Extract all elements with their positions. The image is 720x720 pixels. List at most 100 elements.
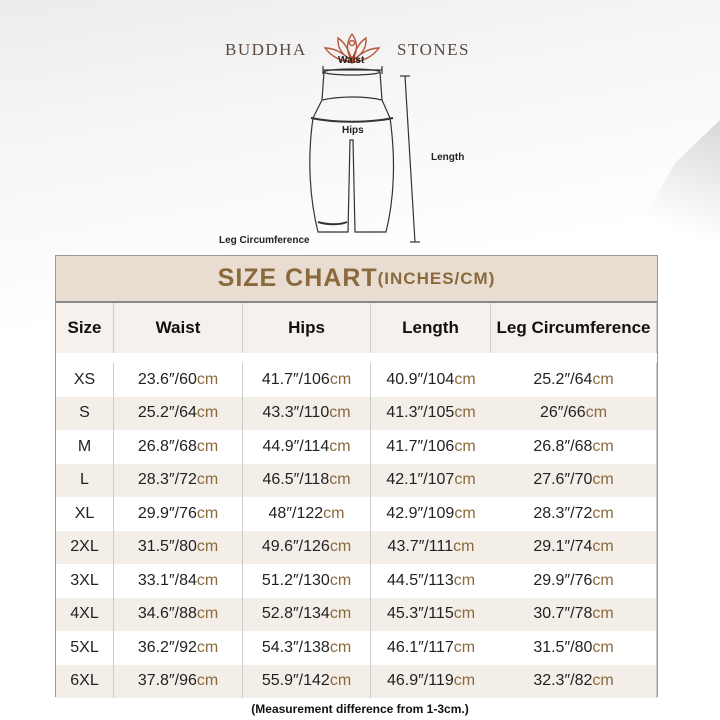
cell-value: 43.3″/110: [262, 404, 330, 422]
table-title: SIZE CHART (INCHES/CM): [56, 256, 657, 303]
cell-unit: cm: [329, 605, 352, 623]
table-cell: 48″/122 cm: [243, 497, 371, 531]
table-cell: 45.3″/115 cm: [371, 597, 491, 631]
table-cell: 32.3″/82 cm: [491, 664, 657, 698]
table-cell: 44.9″/114 cm: [243, 430, 371, 464]
cell-unit: cm: [592, 538, 614, 556]
cell-value: 52.8″/134: [261, 605, 330, 623]
table-cell: 54.3″/138 cm: [243, 631, 371, 665]
cell-value: 42.9″/109: [386, 504, 455, 522]
table-cell: 25.2″/64 cm: [491, 363, 657, 397]
cell-unit: cm: [592, 370, 614, 388]
cell-unit: cm: [592, 605, 614, 623]
cell-value: M: [77, 437, 92, 455]
cell-value: 32.3″/82: [533, 672, 593, 690]
column-header: Hips: [243, 303, 371, 353]
cell-value: 42.1″/107: [386, 471, 455, 489]
cell-value: 54.3″/138: [261, 638, 330, 656]
cell-value: 27.6″/70: [533, 471, 593, 489]
cell-value: 51.2″/130: [261, 571, 330, 589]
cell-unit: cm: [196, 538, 219, 556]
size-cell: XL: [56, 497, 114, 531]
cell-value: 44.9″/114: [262, 437, 330, 455]
table-cell: 46.5″/118 cm: [243, 463, 371, 497]
cell-value: 29.1″/74: [533, 538, 593, 556]
table-cell: 52.8″/134 cm: [243, 597, 371, 631]
table-cell: 55.9″/142 cm: [243, 664, 371, 698]
cell-unit: cm: [329, 638, 352, 656]
column-header: Size: [56, 303, 114, 353]
cell-unit: cm: [196, 605, 219, 623]
table-cell: 33.1″/84 cm: [114, 564, 243, 598]
size-cell: M: [56, 430, 114, 464]
size-cell: S: [56, 396, 114, 430]
table-cell: 31.5″/80 cm: [114, 530, 243, 564]
cell-unit: cm: [196, 437, 219, 455]
column-header: Length: [371, 303, 491, 353]
cell-unit: cm: [454, 404, 476, 422]
cell-value: 4XL: [70, 605, 99, 623]
cell-value: 55.9″/142: [261, 672, 330, 690]
cell-value: 45.3″/115: [386, 605, 454, 623]
cell-value: L: [80, 471, 89, 489]
cell-value: 28.3″/72: [533, 504, 593, 522]
cell-value: 30.7″/78: [533, 605, 593, 623]
table-cell: 46.9″/119 cm: [371, 664, 491, 698]
cell-unit: cm: [329, 437, 351, 455]
cell-value: 31.5″/80: [533, 638, 593, 656]
cell-value: 25.2″/64: [533, 370, 593, 388]
cell-value: 29.9″/76: [533, 571, 593, 589]
table-cell: 30.7″/78 cm: [491, 597, 657, 631]
cell-value: 23.6″/60: [137, 370, 197, 388]
brand-right: STONES: [397, 40, 470, 59]
table-cell: 42.1″/107 cm: [371, 463, 491, 497]
measurement-note: (Measurement difference from 1-3cm.): [251, 702, 469, 716]
cell-value: 6XL: [70, 672, 99, 690]
cell-value: XL: [74, 504, 95, 522]
size-cell: 6XL: [56, 664, 114, 698]
cell-unit: cm: [196, 504, 219, 522]
cell-unit: cm: [453, 605, 476, 623]
table-cell: 37.8″/96 cm: [114, 664, 243, 698]
table-cell: 29.9″/76 cm: [114, 497, 243, 531]
table-cell: 29.1″/74 cm: [491, 530, 657, 564]
table-cell: 26.8″/68 cm: [114, 430, 243, 464]
waist-label: Waist: [338, 55, 365, 66]
table-cell: 51.2″/130 cm: [243, 564, 371, 598]
table-cell: 41.7″/106 cm: [371, 430, 491, 464]
cell-unit: cm: [585, 404, 608, 422]
cell-unit: cm: [329, 538, 352, 556]
size-cell: L: [56, 463, 114, 497]
size-cell: 3XL: [56, 564, 114, 598]
cell-unit: cm: [592, 638, 614, 656]
column-header: Leg Circumference: [491, 303, 657, 353]
hips-label: Hips: [342, 125, 364, 136]
brand-left: BUDDHA: [225, 40, 307, 59]
table-cell: 43.3″/110 cm: [243, 396, 371, 430]
cell-unit: cm: [323, 504, 345, 522]
cell-value: 26″/66: [539, 404, 586, 422]
cell-unit: cm: [196, 404, 219, 422]
table-cell: 36.2″/92 cm: [114, 631, 243, 665]
cell-unit: cm: [592, 571, 614, 589]
cell-value: 49.6″/126: [261, 538, 330, 556]
table-grid: Size Waist Hips Length Leg Circumference XS 23…: [56, 303, 657, 698]
table-cell: 46.1″/117 cm: [371, 631, 491, 665]
cell-value: 48″/122: [268, 504, 324, 522]
table-cell: 23.6″/60 cm: [114, 363, 243, 397]
table-cell: 25.2″/64 cm: [114, 396, 243, 430]
table-cell: 31.5″/80 cm: [491, 631, 657, 665]
table-cell: 27.6″/70 cm: [491, 463, 657, 497]
cell-value: 41.3″/105: [386, 404, 455, 422]
cell-value: 41.7″/106: [261, 370, 330, 388]
table-cell: 41.3″/105 cm: [371, 396, 491, 430]
cell-value: 28.3″/72: [137, 471, 197, 489]
cell-unit: cm: [454, 370, 476, 388]
leg-circumference-label: Leg Circumference: [219, 235, 310, 246]
cell-unit: cm: [453, 538, 475, 556]
cell-value: 43.7″/111: [387, 538, 454, 556]
cell-value: 46.9″/119: [386, 672, 454, 690]
cell-unit: cm: [454, 471, 476, 489]
spacer: [56, 353, 657, 363]
cell-unit: cm: [196, 571, 219, 589]
